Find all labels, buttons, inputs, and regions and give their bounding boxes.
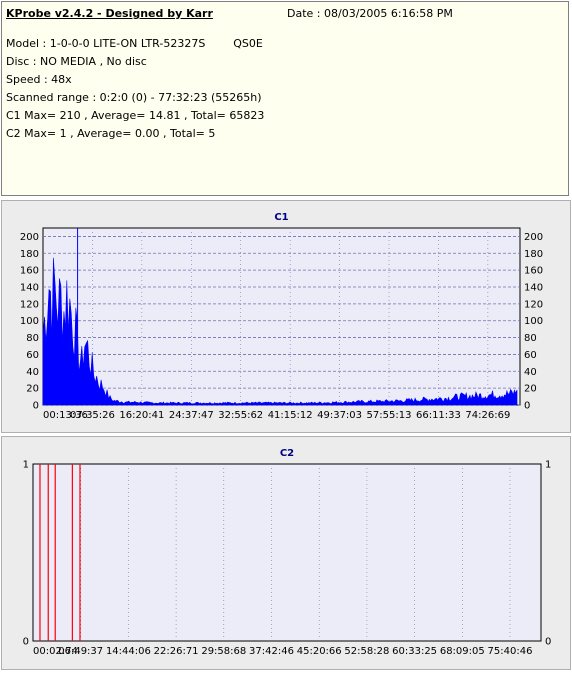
y-tick-label-left: 0 xyxy=(33,401,39,412)
chart-title: C1 xyxy=(274,212,288,223)
model-line: Model : 1-0-0-0 LITE-ON LTR-52327S QS0E xyxy=(6,37,263,50)
x-tick-label: 66:11:33 xyxy=(416,410,461,421)
c1-series-area xyxy=(42,257,518,406)
y-tick-label-right: 60 xyxy=(524,350,537,361)
y-tick-label-left: 1 xyxy=(23,460,29,471)
y-tick-label-left: 160 xyxy=(20,266,39,277)
app-title: KProbe v2.4.2 - Designed by Karr xyxy=(6,7,213,20)
plot-area xyxy=(32,463,542,642)
y-tick-label-right: 140 xyxy=(524,283,543,294)
x-tick-label: 49:37:03 xyxy=(317,410,362,421)
c1-stats-line: C1 Max= 210 , Average= 14.81 , Total= 65… xyxy=(6,109,265,122)
speed-line: Speed : 48x xyxy=(6,73,72,86)
y-tick-label-left: 0 xyxy=(23,637,29,648)
x-tick-label: 22:26:71 xyxy=(154,646,199,657)
y-tick-label-left: 40 xyxy=(26,367,39,378)
y-tick-label-left: 180 xyxy=(20,249,39,260)
y-tick-label-right: 160 xyxy=(524,266,543,277)
x-tick-label: 07:35:26 xyxy=(70,410,115,421)
y-tick-label-left: 100 xyxy=(20,316,39,327)
y-tick-label-right: 100 xyxy=(524,316,543,327)
c1-chart: C1 0 0 20 20 40 40 60 60 80 80 100 100 120 120 140 140 16… xyxy=(20,212,543,421)
c2-chart-panel: C2 0 0 1 1 00:02:74 06:49:37 14:44:06 22:26:71 29… xyxy=(1,436,571,670)
y-tick-label-right: 80 xyxy=(524,333,537,344)
x-tick-label: 41:15:12 xyxy=(268,410,313,421)
y-tick-label-left: 200 xyxy=(20,232,39,243)
y-tick-label-left: 140 xyxy=(20,283,39,294)
info-panel: KProbe v2.4.2 - Designed by Karr Date : … xyxy=(1,1,569,196)
y-tick-label-left: 60 xyxy=(26,350,39,361)
y-tick-label-left: 80 xyxy=(26,333,39,344)
x-tick-label: 60:33:25 xyxy=(392,646,437,657)
y-tick-label-right: 1 xyxy=(545,460,551,471)
x-tick-label: 00:13:36 xyxy=(43,410,88,421)
scanned-range-line: Scanned range : 0:2:0 (0) - 77:32:23 (55… xyxy=(6,91,262,104)
chart-title: C2 xyxy=(280,448,294,459)
x-tick-label: 29:58:68 xyxy=(201,646,246,657)
x-tick-label: 14:44:06 xyxy=(106,646,151,657)
x-tick-label: 57:55:13 xyxy=(367,410,412,421)
y-tick-label-left: 20 xyxy=(26,384,39,395)
c2-stats-line: C2 Max= 1 , Average= 0.00 , Total= 5 xyxy=(6,127,216,140)
plot-area xyxy=(42,227,521,406)
x-tick-label: 74:26:69 xyxy=(465,410,510,421)
y-tick-label-left: 120 xyxy=(20,299,39,310)
x-tick-label: 06:49:37 xyxy=(58,646,103,657)
y-tick-label-right: 200 xyxy=(524,232,543,243)
scan-date: Date : 08/03/2005 6:16:58 PM xyxy=(287,7,453,20)
c1-chart-panel: C1 0 0 20 20 40 40 60 60 80 80 100 100 120 120 140 140 16… xyxy=(1,200,571,433)
y-tick-label-right: 120 xyxy=(524,299,543,310)
y-tick-label-right: 40 xyxy=(524,367,537,378)
x-tick-label: 16:20:41 xyxy=(119,410,164,421)
disc-line: Disc : NO MEDIA , No disc xyxy=(6,55,147,68)
x-tick-label: 68:09:05 xyxy=(440,646,485,657)
x-tick-label: 75:40:46 xyxy=(488,646,533,657)
y-tick-label-right: 180 xyxy=(524,249,543,260)
x-tick-label: 52:58:28 xyxy=(344,646,389,657)
x-tick-label: 24:37:47 xyxy=(169,410,214,421)
y-tick-label-right: 0 xyxy=(524,401,530,412)
x-tick-label: 45:20:66 xyxy=(297,646,342,657)
y-tick-label-right: 0 xyxy=(545,637,551,648)
x-tick-label: 32:55:62 xyxy=(218,410,263,421)
x-tick-label: 37:42:46 xyxy=(249,646,294,657)
x-tick-label: 00:02:74 xyxy=(33,646,78,657)
y-tick-label-right: 20 xyxy=(524,384,537,395)
